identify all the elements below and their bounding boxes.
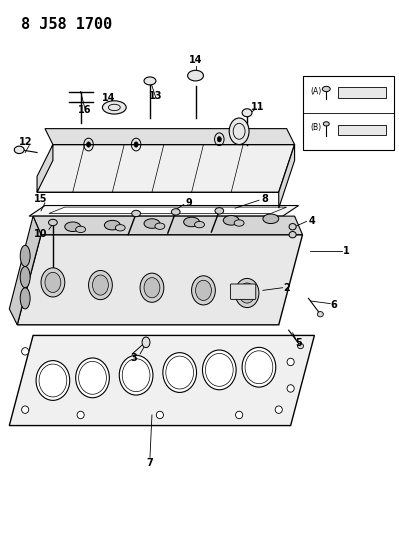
Text: 5: 5 (295, 338, 302, 349)
Ellipse shape (196, 280, 211, 301)
Text: 2: 2 (283, 282, 290, 293)
Circle shape (87, 142, 91, 147)
Ellipse shape (22, 348, 29, 355)
Ellipse shape (195, 221, 204, 228)
Ellipse shape (163, 353, 197, 392)
Ellipse shape (275, 406, 282, 414)
Bar (338, 125, 386, 135)
Ellipse shape (45, 272, 61, 293)
Ellipse shape (156, 411, 164, 419)
Ellipse shape (242, 109, 252, 117)
Ellipse shape (76, 358, 109, 398)
Ellipse shape (20, 245, 30, 266)
Ellipse shape (119, 356, 153, 395)
Ellipse shape (103, 101, 126, 114)
Ellipse shape (115, 224, 125, 231)
Ellipse shape (20, 288, 30, 309)
Ellipse shape (287, 385, 294, 392)
Polygon shape (49, 207, 286, 214)
Ellipse shape (215, 208, 224, 214)
Polygon shape (37, 144, 53, 192)
Polygon shape (279, 144, 294, 208)
Ellipse shape (155, 223, 165, 229)
Text: 4: 4 (309, 216, 316, 227)
Ellipse shape (36, 361, 70, 400)
Polygon shape (29, 206, 298, 216)
Text: (B): (B) (310, 123, 322, 132)
Text: 8 J58 1700: 8 J58 1700 (21, 17, 113, 33)
Ellipse shape (298, 343, 304, 349)
FancyBboxPatch shape (230, 284, 256, 300)
Ellipse shape (184, 217, 200, 227)
Ellipse shape (171, 209, 180, 215)
Ellipse shape (41, 268, 65, 297)
Ellipse shape (93, 275, 109, 295)
Bar (302, 76, 394, 150)
Text: 1: 1 (343, 246, 350, 256)
Ellipse shape (20, 266, 30, 288)
Ellipse shape (239, 283, 255, 303)
Ellipse shape (144, 77, 156, 85)
Ellipse shape (263, 214, 279, 223)
Ellipse shape (289, 223, 296, 230)
Ellipse shape (49, 219, 57, 225)
Text: 15: 15 (34, 193, 48, 204)
Bar (338, 87, 386, 98)
Text: 14: 14 (189, 55, 202, 64)
Text: 16: 16 (78, 105, 91, 115)
Text: (A): (A) (310, 87, 322, 96)
Ellipse shape (223, 216, 239, 225)
Ellipse shape (14, 146, 24, 154)
Polygon shape (37, 144, 294, 192)
Text: 8: 8 (261, 193, 268, 204)
Text: 6: 6 (331, 300, 338, 310)
Ellipse shape (188, 70, 203, 81)
Text: 14: 14 (102, 93, 115, 103)
Text: 10: 10 (34, 229, 48, 239)
Ellipse shape (235, 411, 243, 419)
Text: 11: 11 (251, 102, 265, 112)
Polygon shape (45, 128, 294, 144)
Ellipse shape (289, 231, 296, 238)
Circle shape (217, 136, 221, 142)
Ellipse shape (89, 270, 113, 300)
Ellipse shape (65, 222, 81, 231)
Ellipse shape (202, 350, 236, 390)
Ellipse shape (77, 411, 84, 419)
Ellipse shape (105, 220, 120, 230)
Ellipse shape (140, 273, 164, 302)
Polygon shape (33, 216, 302, 235)
Ellipse shape (22, 406, 29, 414)
Ellipse shape (76, 226, 86, 232)
Polygon shape (17, 235, 302, 325)
Text: 12: 12 (19, 137, 33, 147)
Ellipse shape (192, 276, 215, 305)
Text: 9: 9 (186, 198, 192, 208)
Polygon shape (9, 216, 41, 325)
Ellipse shape (317, 312, 323, 317)
Circle shape (142, 337, 150, 348)
Ellipse shape (144, 219, 160, 228)
Polygon shape (9, 335, 314, 425)
Ellipse shape (287, 358, 294, 366)
Text: 7: 7 (146, 458, 153, 467)
Text: 3: 3 (131, 353, 138, 362)
Text: 13: 13 (149, 91, 163, 101)
Ellipse shape (234, 220, 244, 226)
Circle shape (229, 118, 249, 144)
Ellipse shape (235, 278, 259, 308)
Circle shape (134, 142, 138, 147)
Ellipse shape (242, 348, 276, 387)
Ellipse shape (144, 278, 160, 298)
Ellipse shape (323, 122, 329, 126)
Ellipse shape (132, 211, 140, 216)
Ellipse shape (322, 86, 330, 92)
